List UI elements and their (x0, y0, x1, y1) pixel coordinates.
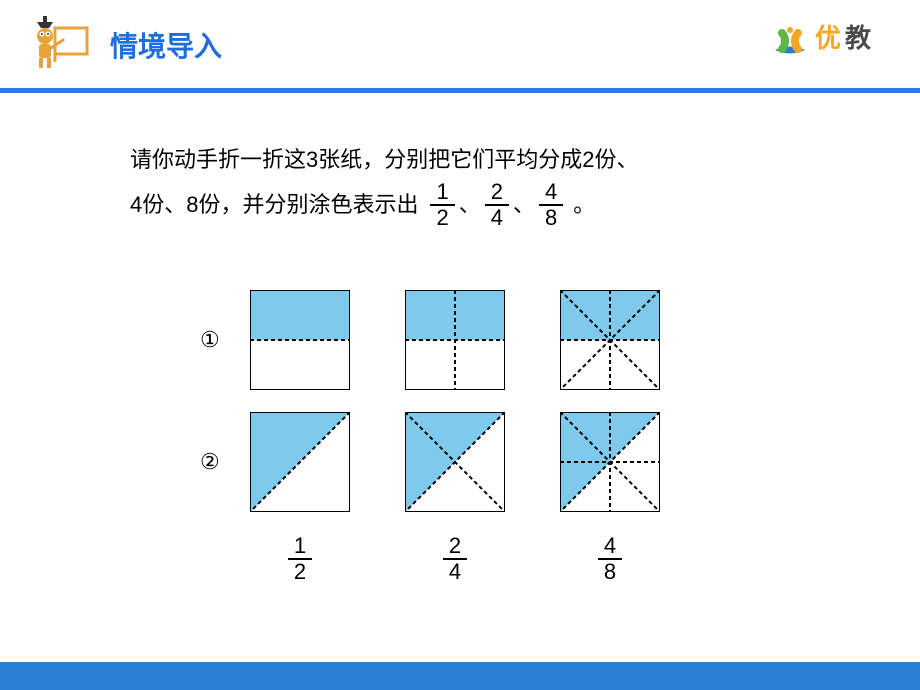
page-title: 情境导入 (110, 25, 222, 65)
svg-text:优: 优 (815, 24, 841, 53)
bottom-fraction-3: 4 8 (598, 534, 622, 584)
square-r1-c3 (560, 290, 660, 390)
text-line-2: 4份、8份，并分别涂色表示出 1 2 、 2 4 、 4 8 。 (130, 180, 810, 230)
footer-bar (0, 662, 920, 690)
fraction-inline-3: 4 8 (539, 180, 563, 230)
diagram-area: ① ② (200, 290, 715, 584)
square-r2-c1 (250, 412, 350, 512)
row-label-2: ② (200, 449, 250, 475)
diagram-row-2: ② (200, 412, 715, 512)
bottom-fraction-labels: 1 2 2 4 4 8 (250, 534, 715, 584)
svg-text:教: 教 (845, 24, 871, 53)
bottom-fraction-1: 1 2 (288, 534, 312, 584)
row-label-1: ① (200, 327, 250, 353)
square-r1-c1 (250, 290, 350, 390)
square-r1-c2 (405, 290, 505, 390)
header-divider (0, 88, 920, 93)
teacher-icon (25, 10, 95, 85)
bottom-fraction-2: 2 4 (443, 534, 467, 584)
brand-logo: 优 教 (770, 15, 890, 70)
square-r2-c3 (560, 412, 660, 512)
fraction-inline-2: 2 4 (485, 180, 509, 230)
text-line-1: 请你动手折一折这3张纸，分别把它们平均分成2份、 (130, 140, 810, 180)
diagram-row-1: ① (200, 290, 715, 390)
instruction-text: 请你动手折一折这3张纸，分别把它们平均分成2份、 4份、8份，并分别涂色表示出 … (130, 140, 810, 230)
square-r2-c2 (405, 412, 505, 512)
fraction-inline-1: 1 2 (430, 180, 454, 230)
